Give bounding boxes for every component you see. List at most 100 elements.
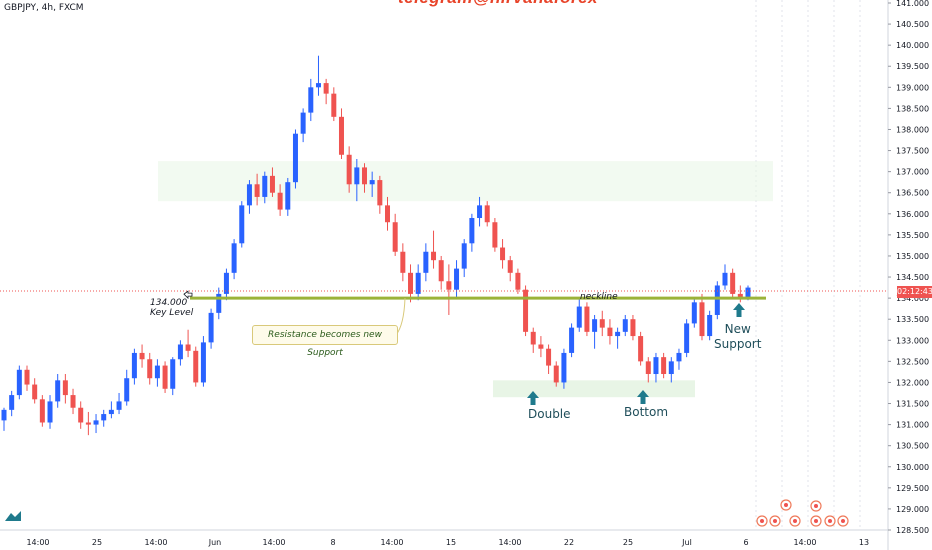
- candle-body: [707, 314, 713, 337]
- event-icon-dot: [773, 519, 777, 523]
- candle-body: [653, 357, 659, 375]
- candle-body: [576, 306, 582, 328]
- price-axis: 141.000 140.500 140.000 139.500 139.000 138.5…: [887, 0, 929, 550]
- price-tick-label: 132.500: [896, 357, 929, 366]
- candle-body: [477, 205, 483, 219]
- event-icons: [756, 499, 849, 527]
- candle-body: [361, 167, 367, 185]
- price-tick-label: 140.500: [896, 20, 929, 29]
- candle-body: [154, 365, 160, 379]
- double-label: Double: [528, 407, 571, 421]
- candle-body: [676, 352, 682, 362]
- candle-body: [661, 357, 667, 375]
- time-tick-label: Jun: [208, 538, 222, 547]
- time-tick-label: 14:00: [262, 538, 285, 547]
- candle-body: [668, 361, 674, 375]
- time-tick-label: 25: [92, 538, 102, 547]
- up-arrow-icon: [527, 391, 539, 405]
- up-arrow-icon: [637, 390, 649, 404]
- candle-body: [254, 184, 260, 197]
- candle-body: [369, 180, 375, 185]
- price-tick-label: 129.000: [896, 505, 929, 514]
- arrow-markers: [527, 303, 745, 405]
- time-tick-label: 14:00: [144, 538, 167, 547]
- event-icon-dot: [760, 519, 764, 523]
- price-tick-label: 131.500: [896, 400, 929, 409]
- time-tick-label: 6: [743, 538, 748, 547]
- candle-body: [515, 272, 521, 290]
- candle-body: [216, 293, 222, 313]
- candle-body: [231, 243, 237, 273]
- chart-grid: [755, 0, 861, 530]
- candle-body: [246, 184, 252, 206]
- event-icon-dot: [828, 519, 832, 523]
- event-icon-dot: [793, 519, 797, 523]
- candle-body: [415, 272, 421, 294]
- tradingview-logo-icon[interactable]: [4, 509, 22, 523]
- candle-body: [55, 380, 61, 402]
- candle-body: [85, 422, 91, 425]
- price-tick-label: 135.500: [896, 231, 929, 240]
- candle-body: [170, 359, 176, 389]
- time-axis: 14:00 25 14:00 Jun 14:00 8 14:00 15 14:00 22 25 Jul…: [0, 529, 888, 547]
- candle-body: [177, 344, 183, 360]
- candle-body: [385, 205, 391, 223]
- candle-body: [607, 327, 613, 337]
- candle-body: [108, 409, 114, 415]
- new-support-line-1: New: [724, 322, 751, 336]
- candle-body: [584, 306, 590, 332]
- candle-body: [569, 327, 575, 353]
- candle-body: [645, 361, 651, 375]
- candle-body: [331, 93, 337, 117]
- candle-body: [346, 154, 352, 185]
- price-tick-label: 138.000: [896, 125, 929, 134]
- candle-body: [592, 319, 598, 332]
- candle-body: [699, 302, 705, 337]
- time-tick-label: 8: [330, 538, 335, 547]
- candle-body: [78, 407, 84, 423]
- candle-body: [438, 260, 444, 282]
- candle-body: [285, 182, 291, 210]
- candle-body: [93, 420, 99, 425]
- candle-body: [423, 251, 429, 273]
- candle-body: [62, 380, 68, 396]
- key-level-text: Key Level: [150, 308, 194, 318]
- candle-body: [469, 218, 475, 244]
- candle-body: [338, 116, 344, 155]
- candle-body: [507, 260, 513, 273]
- watermark-text: telegram@nirvanaforex: [398, 0, 598, 8]
- price-tick-label: 139.500: [896, 62, 929, 71]
- candle-body: [615, 331, 621, 337]
- resistance-note: Resistance becomes new Support: [252, 325, 398, 358]
- candle-body: [722, 272, 728, 286]
- bottom-label: Bottom: [624, 405, 669, 419]
- candle-body: [292, 133, 298, 183]
- event-icon-dot: [814, 504, 818, 508]
- candle-body: [630, 319, 636, 337]
- new-support-line-2: Support: [714, 337, 762, 351]
- candle-body: [561, 352, 567, 383]
- price-tick-label: 137.000: [896, 168, 929, 177]
- price-tick-label: 135.000: [896, 252, 929, 261]
- event-icon-dot: [814, 519, 818, 523]
- candle-body: [714, 285, 720, 315]
- pointer-icon: [183, 290, 193, 300]
- price-tick-label: 132.000: [896, 378, 929, 387]
- new-support-label: New Support: [714, 322, 761, 352]
- time-tick-label: 14:00: [793, 538, 816, 547]
- price-zones: [158, 161, 773, 398]
- key-level-label: 134.000 Key Level: [150, 298, 193, 318]
- symbol-label[interactable]: GBPJPY, 4h, FXCM: [4, 3, 84, 13]
- candle-body: [392, 222, 398, 252]
- candle-body: [147, 359, 153, 379]
- candles: [1, 55, 751, 436]
- price-tick-label: 136.000: [896, 210, 929, 219]
- candle-body: [354, 167, 360, 185]
- candle-body: [377, 180, 383, 206]
- candle-body: [47, 401, 53, 423]
- candle-body: [745, 287, 751, 299]
- time-tick-label: Jul: [681, 538, 692, 547]
- candle-body: [32, 384, 38, 400]
- event-icon-dot: [784, 503, 788, 507]
- candle-body: [39, 399, 45, 423]
